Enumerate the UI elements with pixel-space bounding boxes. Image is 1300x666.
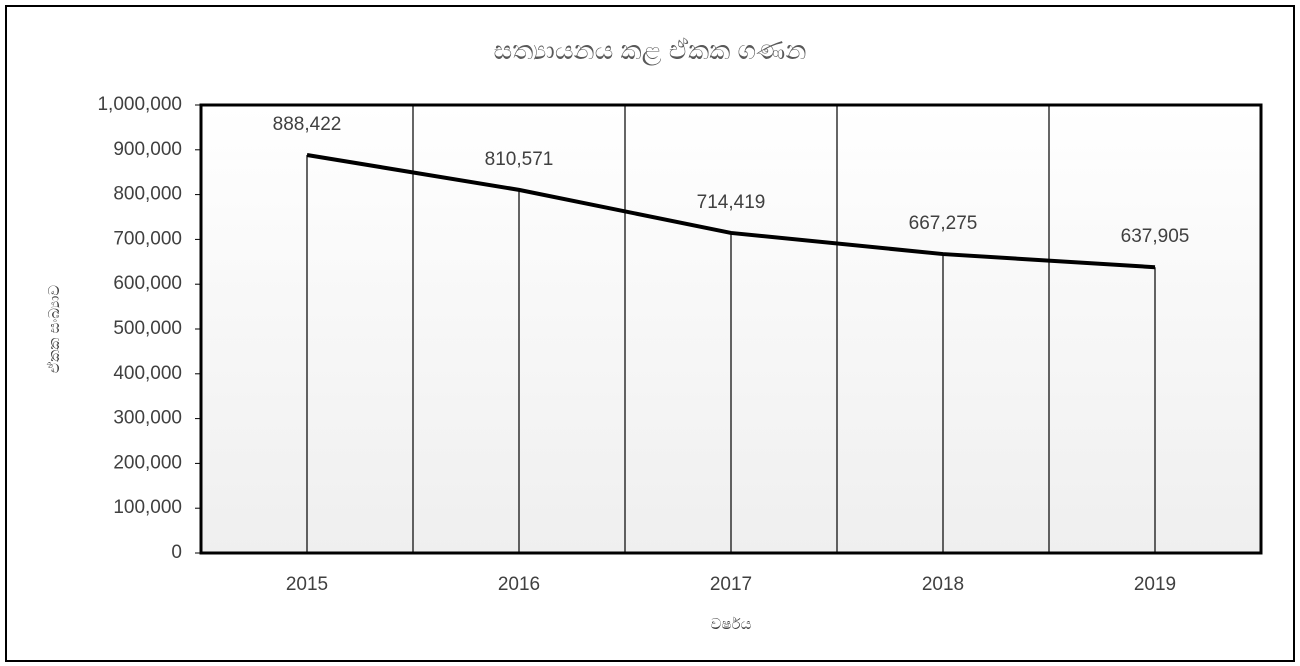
plot-border (199, 103, 1263, 555)
y-tick-label: 800,000 (113, 184, 182, 205)
x-tick-label: 2015 (286, 574, 328, 595)
x-tick-label: 2016 (498, 574, 540, 595)
x-axis-title: වර්ෂය (711, 616, 752, 633)
y-tick-label: 100,000 (113, 497, 182, 518)
x-tick-label: 2018 (922, 574, 964, 595)
y-tick-label: 900,000 (113, 139, 182, 160)
y-tick-label: 700,000 (113, 228, 182, 249)
y-axis-title: ඒකක සංඛ්‍යාව (46, 285, 63, 373)
x-tick-label: 2019 (1134, 574, 1176, 595)
chart-title: සත්‍යායනය කළ ඒකක ගණන (494, 35, 807, 66)
data-label: 810,571 (485, 149, 554, 170)
data-label: 637,905 (1121, 226, 1190, 247)
y-tick-label: 500,000 (113, 318, 182, 339)
y-tick-label: 300,000 (113, 408, 182, 429)
y-tick-label: 1,000,000 (97, 94, 182, 115)
y-tick-label: 200,000 (113, 452, 182, 473)
data-label: 667,275 (909, 213, 978, 234)
data-label: 714,419 (697, 192, 766, 213)
y-tick-label: 0 (171, 542, 182, 563)
data-label: 888,422 (273, 114, 342, 135)
data-line (306, 153, 1156, 270)
y-tick-label: 600,000 (113, 273, 182, 294)
y-tick-label: 400,000 (113, 363, 182, 384)
x-tick-label: 2017 (710, 574, 752, 595)
